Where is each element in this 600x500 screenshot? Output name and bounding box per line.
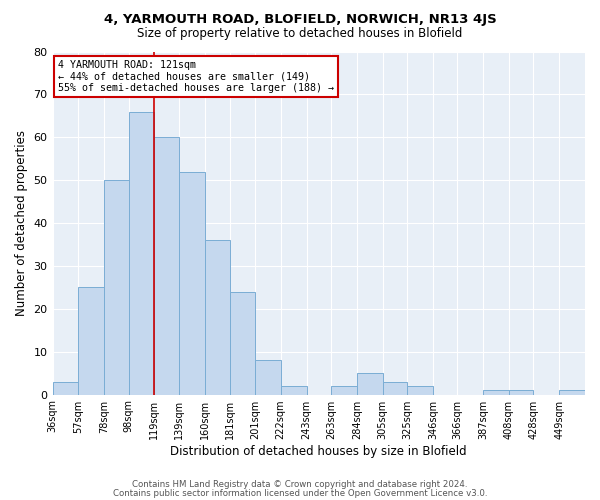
Bar <box>154 138 179 394</box>
Text: Size of property relative to detached houses in Blofield: Size of property relative to detached ho… <box>137 28 463 40</box>
Y-axis label: Number of detached properties: Number of detached properties <box>15 130 28 316</box>
Bar <box>559 390 585 394</box>
Bar <box>383 382 407 394</box>
Bar <box>104 180 128 394</box>
Bar <box>205 240 230 394</box>
Bar <box>128 112 154 395</box>
Bar <box>483 390 509 394</box>
Bar <box>255 360 281 394</box>
Bar <box>53 382 79 394</box>
Text: Contains public sector information licensed under the Open Government Licence v3: Contains public sector information licen… <box>113 488 487 498</box>
Bar <box>179 172 205 394</box>
Bar <box>281 386 307 394</box>
Bar <box>79 288 104 395</box>
Bar <box>331 386 357 394</box>
Text: 4, YARMOUTH ROAD, BLOFIELD, NORWICH, NR13 4JS: 4, YARMOUTH ROAD, BLOFIELD, NORWICH, NR1… <box>104 12 496 26</box>
Text: Contains HM Land Registry data © Crown copyright and database right 2024.: Contains HM Land Registry data © Crown c… <box>132 480 468 489</box>
Bar <box>407 386 433 394</box>
Bar <box>509 390 533 394</box>
Bar <box>357 373 383 394</box>
Bar <box>230 292 255 395</box>
Text: 4 YARMOUTH ROAD: 121sqm
← 44% of detached houses are smaller (149)
55% of semi-d: 4 YARMOUTH ROAD: 121sqm ← 44% of detache… <box>58 60 334 94</box>
X-axis label: Distribution of detached houses by size in Blofield: Distribution of detached houses by size … <box>170 444 467 458</box>
